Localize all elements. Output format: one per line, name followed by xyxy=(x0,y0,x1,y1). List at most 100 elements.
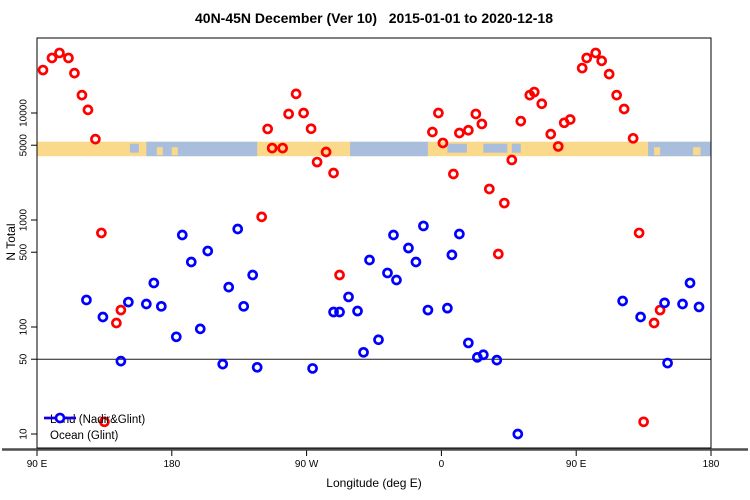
legend-ocean-label: Ocean (Glint) xyxy=(50,430,119,442)
map-band-segment-sea xyxy=(483,143,508,153)
data-point-ocean xyxy=(238,300,250,312)
data-point-land xyxy=(506,154,518,166)
data-point-ocean xyxy=(364,254,375,266)
data-point-ocean xyxy=(307,363,318,374)
data-point-land xyxy=(515,115,527,127)
data-point-ocean xyxy=(477,349,489,361)
data-point-land xyxy=(298,107,309,119)
data-point-ocean xyxy=(391,274,402,286)
data-point-ocean xyxy=(148,277,160,289)
data-point-land xyxy=(590,47,602,59)
y-tick-label: 500 xyxy=(19,243,30,260)
data-point-land xyxy=(618,103,630,115)
x-axis-ticks: 90 E 180 90 W 0 90 E 180 xyxy=(27,450,720,470)
data-point-land xyxy=(262,123,274,135)
data-point-land xyxy=(290,88,302,100)
x-tick-label: 90 E xyxy=(27,459,48,470)
data-point-land xyxy=(596,55,608,67)
y-axis-label: N Total xyxy=(4,223,18,261)
data-point-land xyxy=(63,52,74,64)
map-band-segment-ocean xyxy=(350,141,428,157)
data-point-ocean xyxy=(251,361,263,373)
data-point-land xyxy=(334,269,345,281)
data-point-land xyxy=(82,104,94,116)
data-point-ocean xyxy=(247,269,259,281)
map-band-segment-island xyxy=(156,147,163,156)
data-point-land xyxy=(37,64,49,76)
data-point-land xyxy=(470,108,482,120)
data-point-ocean xyxy=(202,245,214,257)
data-point-land xyxy=(96,227,107,239)
data-point-land xyxy=(576,62,588,74)
data-point-land xyxy=(277,142,288,154)
data-point-ocean xyxy=(418,220,429,232)
data-point-land xyxy=(536,98,548,110)
x-tick-label: 180 xyxy=(703,459,720,470)
data-point-land xyxy=(256,211,268,223)
chart-title: 40N-45N December (Ver 10) 2015-01-01 to … xyxy=(195,10,553,26)
data-point-land xyxy=(311,156,323,168)
map-band-segment-island xyxy=(654,147,661,156)
data-point-ocean xyxy=(81,294,92,306)
x-tick-label: 180 xyxy=(163,459,180,470)
legend: Land (Nadir&Glint) Ocean (Glint) xyxy=(42,412,145,444)
data-point-land xyxy=(305,123,317,135)
data-point-ocean xyxy=(155,300,167,312)
data-point-ocean xyxy=(358,346,369,358)
data-point-ocean xyxy=(512,428,524,440)
data-point-land xyxy=(638,416,649,428)
data-point-ocean xyxy=(223,281,235,293)
data-point-land xyxy=(581,52,593,64)
data-point-land xyxy=(115,304,127,316)
data-point-land xyxy=(483,183,495,195)
x-tick-label: 90 W xyxy=(295,459,319,470)
data-point-land xyxy=(46,52,58,64)
data-point-ocean xyxy=(662,357,673,369)
data-point-ocean xyxy=(693,301,705,313)
data-point-ocean xyxy=(677,298,688,310)
map-band-segment-sea xyxy=(129,143,139,153)
y-axis-ticks: 10 50 100 500 1000 5000 10000 xyxy=(19,99,37,440)
y-tick-label: 5000 xyxy=(19,134,30,157)
data-point-land xyxy=(283,108,294,120)
data-point-land xyxy=(454,127,465,139)
data-point-land xyxy=(99,416,110,428)
data-point-ocean xyxy=(410,256,422,268)
data-point-land xyxy=(498,197,510,209)
data-point-land xyxy=(564,114,576,125)
data-point-ocean xyxy=(217,358,229,370)
data-point-ocean xyxy=(115,355,127,367)
data-point-ocean xyxy=(388,229,399,241)
ocean-series xyxy=(81,220,705,440)
data-point-land xyxy=(633,227,645,239)
data-point-land xyxy=(320,146,332,158)
data-point-land xyxy=(76,89,88,101)
data-point-ocean xyxy=(176,229,188,241)
legend-ocean-symbol-icon xyxy=(44,412,76,424)
data-point-land xyxy=(448,168,459,180)
data-point-ocean xyxy=(617,295,628,307)
data-point-ocean xyxy=(170,331,182,343)
data-point-ocean xyxy=(343,291,354,303)
data-point-land xyxy=(266,142,278,154)
data-point-land xyxy=(648,317,660,329)
data-point-ocean xyxy=(334,306,345,318)
data-point-land xyxy=(111,317,122,329)
data-point-land xyxy=(463,124,474,136)
data-point-ocean xyxy=(491,354,503,366)
x-tick-label: 90 E xyxy=(566,459,587,470)
x-tick-label: 0 xyxy=(439,459,445,470)
data-point-land xyxy=(611,89,622,101)
data-point-land xyxy=(433,107,444,119)
data-point-ocean xyxy=(659,297,670,309)
data-point-land xyxy=(476,118,488,130)
map-band xyxy=(37,141,711,157)
data-point-ocean xyxy=(422,304,434,316)
legend-item-ocean: Ocean (Glint) xyxy=(42,412,145,444)
data-point-land xyxy=(427,126,438,138)
data-point-ocean xyxy=(446,249,458,261)
map-band-segment-island xyxy=(171,147,178,156)
data-point-land xyxy=(545,128,557,140)
